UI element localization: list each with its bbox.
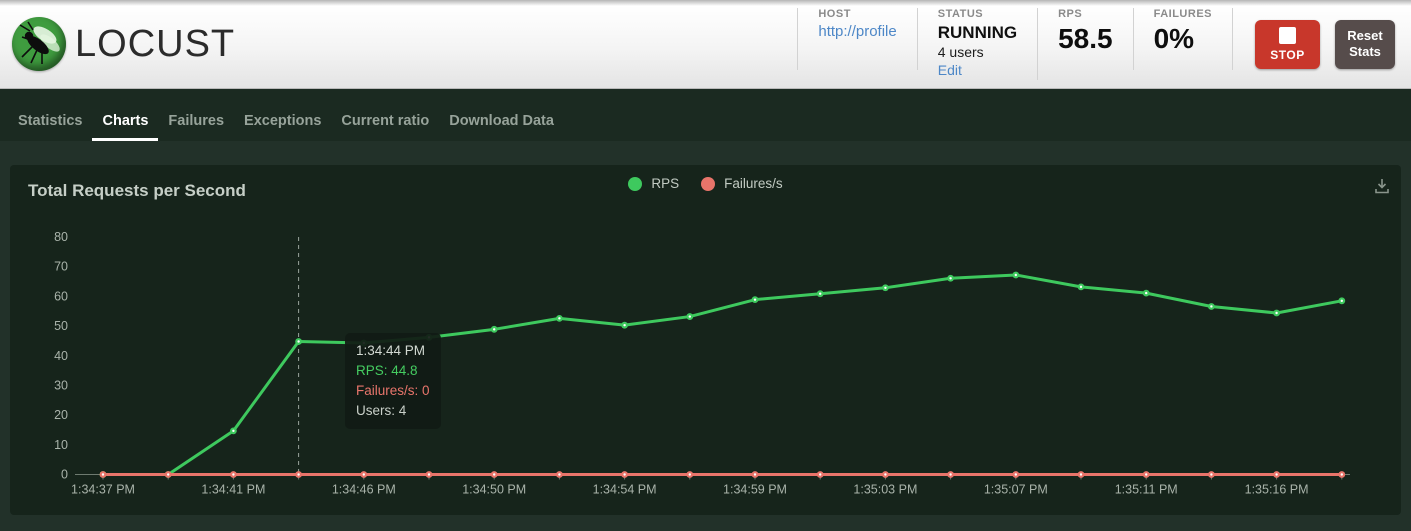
failures-label: FAILURES: [1154, 8, 1212, 20]
stop-icon: [1279, 27, 1296, 44]
legend-label: RPS: [651, 176, 679, 191]
svg-text:1:35:16 PM: 1:35:16 PM: [1245, 483, 1309, 497]
edit-link[interactable]: Edit: [938, 62, 962, 78]
status-box: STATUS RUNNING 4 users Edit: [918, 8, 1038, 80]
rps-box: RPS 58.5: [1038, 8, 1134, 70]
svg-text:0: 0: [61, 468, 68, 482]
tab-current-ratio[interactable]: Current ratio: [331, 95, 439, 142]
svg-text:70: 70: [54, 260, 68, 274]
header-info: HOST http://profile STATUS RUNNING 4 use…: [797, 8, 1233, 80]
status-users: 4 users: [938, 44, 1017, 60]
svg-text:30: 30: [54, 378, 68, 392]
chart-legend: RPS Failures/s: [10, 176, 1401, 191]
logo-wordmark: LOCUST: [75, 23, 235, 66]
rps-label: RPS: [1058, 8, 1113, 20]
chart-svg[interactable]: 0 10 20 30 40 50 60 70 80 1:34:37 PM 1:34:41 PM 1:3…: [10, 165, 1401, 515]
svg-text:20: 20: [54, 408, 68, 422]
svg-text:1:34:41 PM: 1:34:41 PM: [201, 483, 265, 497]
tab-failures[interactable]: Failures: [158, 95, 234, 142]
host-box: HOST http://profile: [797, 8, 917, 70]
svg-text:10: 10: [54, 438, 68, 452]
legend-dot: [701, 177, 715, 191]
svg-text:80: 80: [54, 230, 68, 244]
host-label: HOST: [818, 8, 896, 20]
failures-value: 0%: [1154, 23, 1212, 55]
tab-charts[interactable]: Charts: [92, 95, 158, 142]
svg-text:1:34:59 PM: 1:34:59 PM: [723, 483, 787, 497]
stop-button[interactable]: STOP: [1255, 20, 1320, 69]
status-value: RUNNING: [938, 23, 1017, 43]
legend-item-failures-s[interactable]: Failures/s: [701, 176, 783, 191]
top-header: LOCUST HOST http://profile STATUS RUNNIN…: [0, 0, 1411, 89]
svg-text:1:34:37 PM: 1:34:37 PM: [71, 483, 135, 497]
download-chart-icon[interactable]: [1372, 176, 1392, 201]
svg-text:1:35:03 PM: 1:35:03 PM: [853, 483, 917, 497]
svg-text:1:34:54 PM: 1:34:54 PM: [593, 483, 657, 497]
failures-box: FAILURES 0%: [1134, 8, 1233, 70]
svg-text:1:34:46 PM: 1:34:46 PM: [332, 483, 396, 497]
header-buttons: STOP Reset Stats: [1255, 20, 1395, 69]
legend-item-rps[interactable]: RPS: [628, 176, 679, 191]
tab-download-data[interactable]: Download Data: [439, 95, 564, 142]
locust-logo: LOCUST: [12, 17, 235, 71]
tab-statistics[interactable]: Statistics: [8, 95, 92, 142]
svg-text:60: 60: [54, 289, 68, 303]
status-label: STATUS: [938, 8, 1017, 20]
svg-text:1:34:50 PM: 1:34:50 PM: [462, 483, 526, 497]
rps-value: 58.5: [1058, 23, 1113, 55]
locust-logo-icon: [12, 17, 66, 71]
legend-dot: [628, 177, 642, 191]
tab-exceptions[interactable]: Exceptions: [234, 95, 331, 142]
svg-text:50: 50: [54, 319, 68, 333]
svg-text:1:35:07 PM: 1:35:07 PM: [984, 483, 1048, 497]
svg-text:40: 40: [54, 349, 68, 363]
svg-text:1:35:11 PM: 1:35:11 PM: [1115, 483, 1178, 497]
reset-stats-button[interactable]: Reset Stats: [1335, 20, 1395, 69]
main-nav: StatisticsChartsFailuresExceptionsCurren…: [0, 89, 1411, 141]
host-link[interactable]: http://profile: [818, 23, 896, 40]
legend-label: Failures/s: [724, 176, 783, 191]
chart-panel: Total Requests per Second RPSFailures/s …: [10, 165, 1401, 515]
